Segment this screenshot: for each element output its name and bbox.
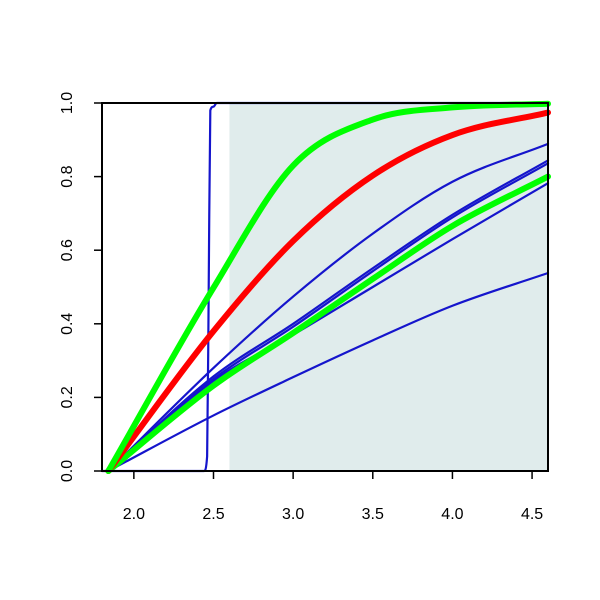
- axes-layer: 2.0 2.5 3.0 3.5 4.0 4.5 0.0 0.2 0.4 0.6 0.8 1.0: [59, 92, 549, 523]
- shaded-region: [229, 103, 548, 471]
- plot-frame: [101, 102, 549, 472]
- series-line-2-blue: [107, 271, 550, 473]
- series-line-4-blue: [107, 162, 550, 473]
- x-tick-label: 4.0: [441, 506, 463, 523]
- y-tick-label: 0.6: [59, 239, 76, 261]
- series-line-8-red: [105, 109, 551, 474]
- series-line-7-green: [105, 173, 551, 474]
- x-tick-label: 3.5: [362, 506, 384, 523]
- series-line-5-blue: [107, 159, 550, 473]
- x-tick-label: 4.5: [521, 506, 543, 523]
- shaded-region-layer: [229, 103, 548, 471]
- y-tick-label: 0.0: [59, 460, 76, 482]
- y-tick-label: 1.0: [59, 92, 76, 114]
- x-tick-label: 2.0: [123, 506, 145, 523]
- series-line-9-green: [105, 100, 551, 474]
- y-tick-label: 0.2: [59, 386, 76, 408]
- x-tick-label: 3.0: [282, 506, 304, 523]
- y-tick-label: 0.8: [59, 165, 76, 187]
- series-line-6-blue: [107, 142, 550, 473]
- x-tick-label: 2.5: [202, 506, 224, 523]
- y-tick-label: 0.4: [59, 313, 76, 335]
- series-layer: [100, 100, 551, 474]
